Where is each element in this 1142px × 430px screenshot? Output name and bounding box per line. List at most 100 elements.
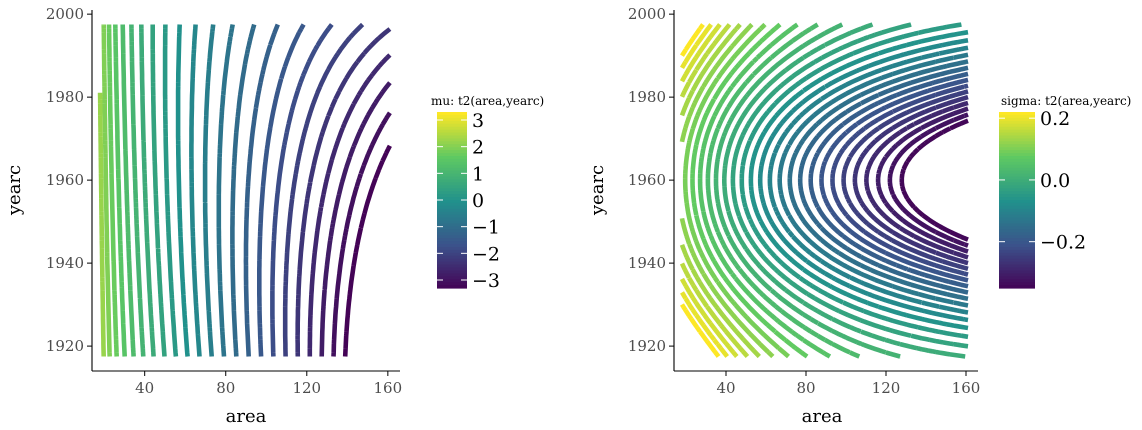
colorbar-segment [999,132,1035,137]
colorbar-segment [999,255,1035,260]
y-tick-label: 1940 [46,254,84,272]
colorbar-segment [999,220,1035,225]
x-tick-label: 40 [135,379,154,397]
colorbar-segment [999,217,1035,222]
colorbar-segment [999,129,1035,134]
colorbar-segment [437,202,467,207]
colorbar-label: 3 [472,110,484,132]
colorbar-segment [999,279,1035,283]
colorbar-segment [999,223,1035,227]
mu-y-axis-title: yearc [4,165,25,216]
x-tick-label: 80 [216,379,235,397]
contour-line [97,92,106,357]
colorbar-segment [999,235,1035,239]
colorbar-segment [999,161,1035,166]
y-tick-label: 2000 [628,5,666,23]
colorbar-segment [999,264,1035,269]
mu-contour-lines [97,22,392,357]
colorbar-label: −2 [472,243,500,265]
contour-line [189,24,202,357]
colorbar-segment [437,226,467,230]
contour-line [101,24,112,357]
colorbar-segment [437,173,467,178]
contour-line [748,29,969,331]
contour-line [887,112,969,248]
colorbar-segment [999,167,1035,172]
colorbar-segment [999,273,1035,277]
colorbar-segment [999,202,1035,207]
colorbar-segment [437,158,467,163]
colorbar-segment [437,217,467,222]
colorbar-segment [437,258,467,263]
colorbar-segment [437,185,467,189]
colorbar-segment [999,123,1035,128]
x-tick-label: 120 [292,379,321,397]
colorbar-segment [999,226,1035,230]
contour-line [841,89,969,272]
colorbar-segment [999,182,1035,186]
contour-line [777,52,969,308]
contour-line [819,77,969,283]
colorbar-segment [437,264,467,269]
colorbar-segment [999,138,1035,142]
colorbar-segment [437,235,467,239]
contour-line [120,24,136,357]
y-tick-label: 1920 [628,337,666,355]
contour-line [680,23,730,358]
sigma-x-axis-title: area [802,406,843,427]
colorbar-label: 0 [472,190,484,212]
colorbar-label: 0.2 [1040,108,1070,130]
contour-line [713,22,901,359]
contour-line [730,22,969,349]
colorbar-segment [999,258,1035,263]
contour-line [679,22,775,359]
contour-line [830,83,969,277]
contour-line [705,22,861,359]
colorbar-segment [999,238,1035,242]
colorbar-segment [999,147,1035,151]
contour-line [722,22,966,359]
colorbar-segment [437,112,467,116]
colorbar-segment [437,144,467,148]
contour-line [282,22,365,357]
colorbar-segment [999,285,1035,289]
colorbar-label: −3 [472,270,500,292]
mu-legend-title: mu: t2(area,yearc) [431,94,544,108]
colorbar-segment [999,244,1035,248]
colorbar-segment [999,241,1035,245]
colorbar-segment [437,273,467,277]
colorbar-segment [437,200,467,204]
contour-line [175,24,190,357]
sigma-contour-lines [679,22,969,359]
mu-colorbar: 3 2 1 0 −1 −2 −3 [437,110,500,292]
colorbar-segment [437,194,467,198]
colorbar-segment [999,112,1035,116]
contour-line [739,22,969,340]
contour-line [257,23,306,357]
colorbar-segment [437,220,467,225]
contour-line [307,53,392,357]
contour-line [757,38,969,323]
contour-line [216,24,235,357]
colorbar-segment [437,176,467,181]
colorbar-segment [437,117,467,122]
colorbar-segment [437,211,467,216]
y-tick-label: 1920 [46,337,84,355]
colorbar-segment [437,135,467,139]
contour-line [129,24,146,357]
contour-line [680,23,721,358]
colorbar-segment [437,147,467,151]
colorbar-segment [437,126,467,131]
contour-line [697,22,832,359]
mu-y-ticks: 1920 1940 1960 1980 2000 [46,5,92,355]
colorbar-segment [437,156,467,160]
sigma-panel: 1920 1940 1960 1980 2000 40 80 120 160 area yea… [587,5,1131,427]
colorbar-segment [437,120,467,125]
colorbar-segment [999,249,1035,254]
colorbar-segment [999,158,1035,163]
colorbar-segment [437,229,467,233]
y-tick-label: 1980 [628,88,666,106]
colorbar-segment [437,223,467,227]
colorbar-segment [999,150,1035,154]
